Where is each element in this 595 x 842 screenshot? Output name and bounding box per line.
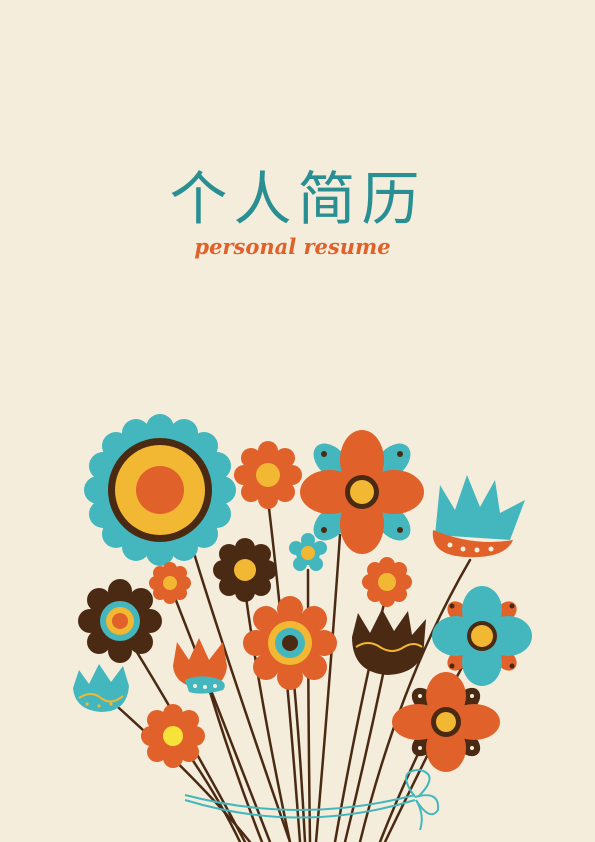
big-sunflower-icon — [84, 414, 236, 566]
flower-bouquet-icon — [73, 414, 532, 842]
page-title: 个人简历 — [169, 165, 426, 233]
page-subtitle: personal resume — [194, 234, 391, 259]
